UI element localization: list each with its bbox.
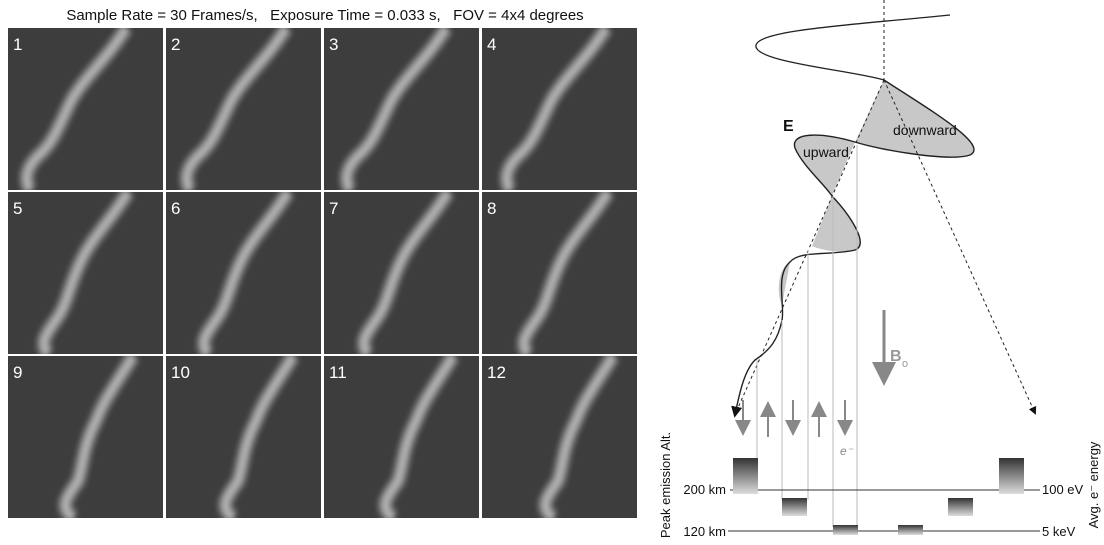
aurora-arc [202, 192, 290, 354]
frame-bg [8, 192, 163, 354]
wave-top [755, 14, 951, 81]
aurora-frame [482, 28, 637, 190]
left-axis-label: Peak emission Alt. [658, 432, 673, 538]
frame-number: 9 [13, 363, 22, 382]
aurora-arc [223, 356, 295, 518]
aurora-frame [166, 192, 321, 354]
lobe-3 [812, 196, 861, 252]
frame-number: 8 [487, 199, 496, 218]
aurora-frame [166, 356, 321, 518]
wave-diagram: E upward downward B o e⁻ 200 km 120 km 1… [658, 0, 1101, 539]
aurora-arc [345, 28, 448, 190]
frame-number: 4 [487, 35, 496, 54]
b-subscript: o [902, 358, 908, 370]
frame-number: 7 [329, 199, 338, 218]
frame-bg [324, 356, 479, 518]
energy-label: 5 keV [1042, 524, 1076, 539]
aurora-arc [383, 356, 455, 518]
electron-label: e⁻ [840, 444, 855, 458]
aurora-frame [8, 28, 163, 190]
frame-number: 12 [487, 363, 506, 382]
aurora-arc [42, 192, 130, 354]
aurora-frame [482, 356, 637, 518]
frame-number: 10 [171, 363, 190, 382]
aurora-frame [166, 28, 321, 190]
frame-bg [166, 192, 321, 354]
drop-lines [756, 145, 858, 527]
e-field-wave [731, 79, 975, 418]
energy-label: 100 eV [1042, 482, 1084, 497]
aurora-arc [63, 356, 135, 518]
aurora-arc [185, 28, 288, 190]
frame-number: 3 [329, 35, 338, 54]
figure-title: Sample Rate = 30 Frames/s, Exposure Time… [66, 7, 583, 24]
electron-arrows [735, 310, 896, 437]
dashed-path-right [883, 79, 1037, 415]
frame-grid: 1 2 3 45 6 7 89 10 11 12 [8, 28, 637, 518]
frame-number: 2 [171, 35, 180, 54]
right-axis-label: Avg. e⁻ energy [1086, 441, 1101, 528]
upward-lobe [794, 135, 855, 196]
aurora-frame [324, 356, 479, 518]
emission-bars [733, 458, 1024, 535]
aurora-arc [25, 28, 128, 190]
field-label: E [783, 118, 794, 135]
b-label: B [890, 348, 902, 365]
frame-number: 11 [329, 363, 347, 382]
downward-label: downward [893, 122, 957, 138]
aurora-arc [505, 28, 608, 190]
upward-label: upward [803, 144, 849, 160]
frame-number: 6 [171, 199, 180, 218]
aurora-arc [522, 192, 610, 354]
altitude-label: 200 km [683, 482, 726, 497]
aurora-frame [8, 192, 163, 354]
aurora-frame [324, 192, 479, 354]
aurora-frame [324, 28, 479, 190]
frame-number: 5 [13, 199, 22, 218]
aurora-arc [543, 356, 615, 518]
altitude-label: 120 km [683, 524, 726, 539]
dashed-path-left [736, 79, 885, 411]
frame-number: 1 [13, 35, 22, 54]
aurora-arc [362, 192, 450, 354]
downward-lobe [855, 80, 974, 158]
aurora-frame [8, 356, 163, 518]
aurora-frame [482, 192, 637, 354]
